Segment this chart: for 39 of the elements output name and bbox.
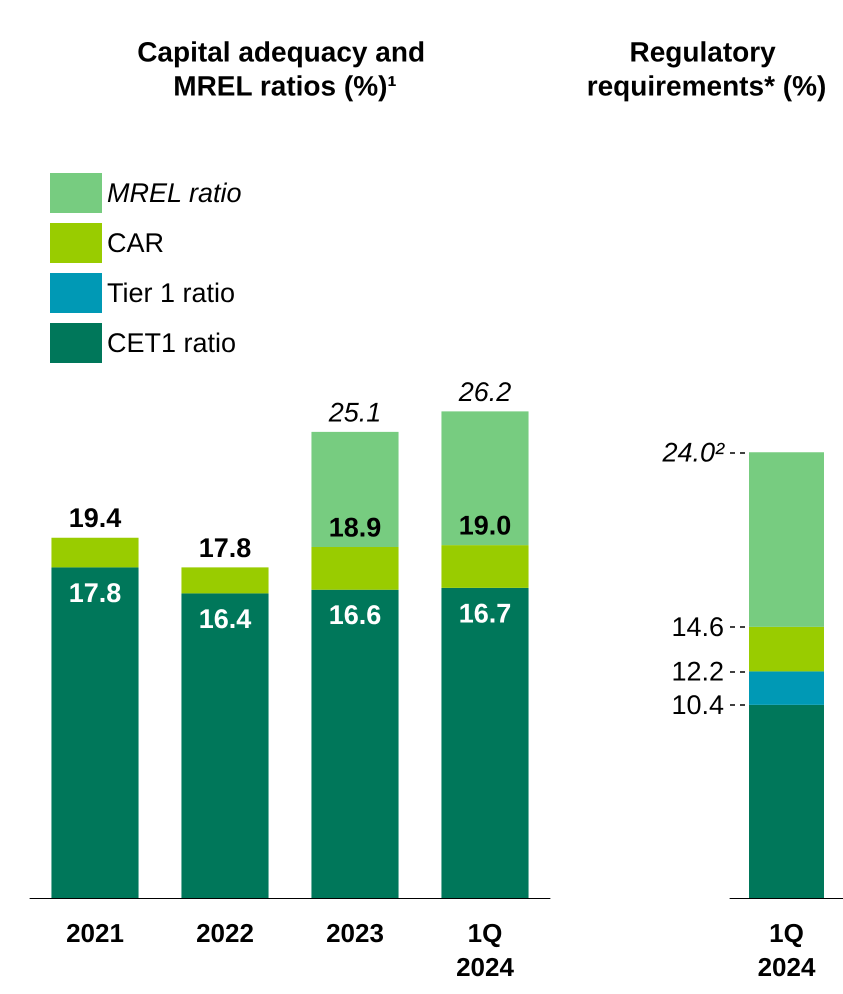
legend-label: Tier 1 ratio: [107, 278, 236, 308]
bar: [441, 545, 529, 588]
bar: [51, 567, 139, 898]
chart-title: Capital adequacy and MREL ratios (%)¹: [137, 36, 433, 102]
bar: [749, 704, 824, 898]
annotation: 18.9: [328, 512, 382, 542]
x-tick-label: 2023: [326, 918, 384, 948]
bar: [181, 567, 269, 594]
y-tick-label: 14.6: [671, 612, 724, 642]
annotation: 25.1: [328, 397, 382, 428]
x-tick-label: 1Q 2024: [456, 918, 514, 982]
chart-title: Regulatory requirements* (%): [586, 36, 826, 102]
x-tick-label: 2022: [196, 918, 254, 948]
y-tick-label: 10.4: [671, 690, 724, 720]
y-tick-label: 12.2: [671, 656, 724, 686]
data-label: 16.4: [198, 604, 252, 634]
y-tick-label: 24.0²: [661, 437, 726, 468]
bar: [181, 593, 269, 898]
bar: [311, 546, 399, 590]
annotation: 26.2: [458, 376, 512, 407]
x-tick-label: 1Q 2024: [758, 918, 816, 982]
bar: [749, 671, 824, 705]
x-tick-label: 2021: [66, 918, 124, 948]
bar: [311, 590, 399, 898]
bar: [441, 411, 529, 546]
legend-label: CET1 ratio: [107, 328, 236, 358]
data-label: 16.6: [328, 600, 382, 630]
data-label: 16.7: [458, 598, 512, 628]
bar: [749, 452, 824, 627]
legend-label: MREL ratio: [107, 178, 242, 208]
legend-label: CAR: [107, 228, 164, 258]
annotation: 17.8: [198, 532, 252, 563]
annotation: 19.4: [68, 503, 122, 534]
annotation: 19.0: [458, 510, 512, 541]
bar: [749, 626, 824, 672]
bar: [311, 432, 399, 547]
bar: [441, 588, 529, 898]
bar: [51, 538, 139, 568]
data-label: 17.8: [68, 578, 122, 608]
